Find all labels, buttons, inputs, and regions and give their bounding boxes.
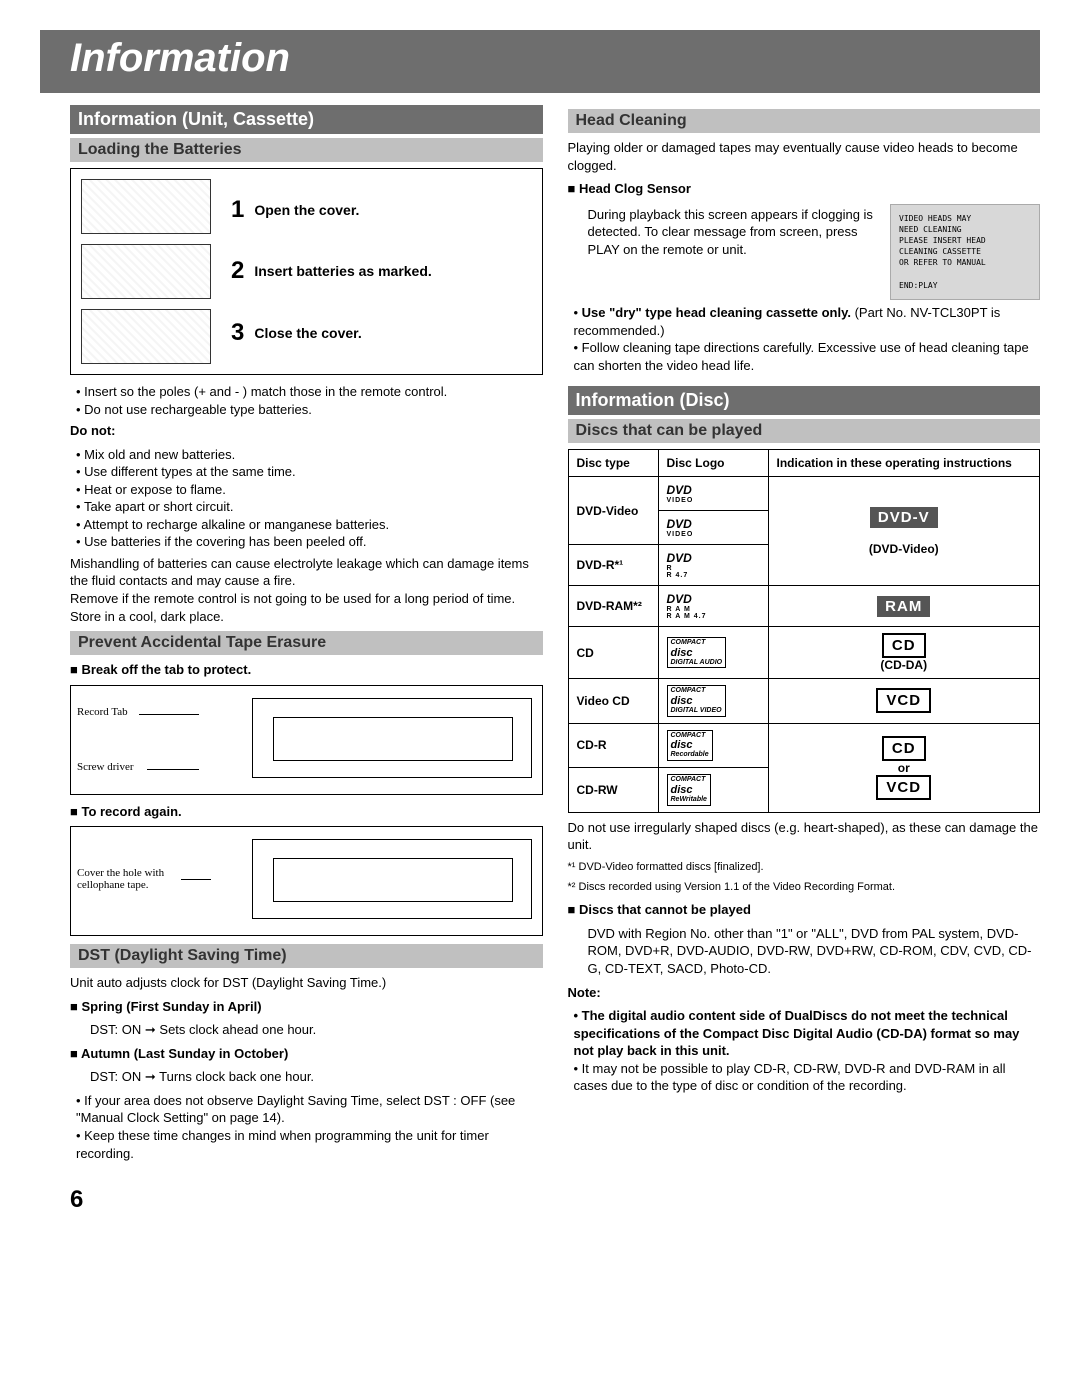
battery-note: Do not use rechargeable type batteries.: [76, 401, 543, 419]
badge-vcd2: VCD: [876, 775, 931, 800]
badge-dvdv-sub: (DVD-Video): [869, 542, 939, 556]
dst-note: Keep these time changes in mind when pro…: [76, 1127, 543, 1162]
battery-notes-list: Insert so the poles (+ and - ) match tho…: [76, 383, 543, 418]
dst-note: If your area does not observe Daylight S…: [76, 1092, 543, 1127]
battery-steps-box: 1 Open the cover. 2 Insert batteries as ma…: [70, 168, 543, 375]
logo-dvd-2: DVDVIDEO: [658, 511, 768, 545]
td-dvd-ram: DVD-RAM*²: [568, 586, 658, 627]
td-dvd-r: DVD-R*¹: [568, 545, 658, 586]
th-indication: Indication in these operating instructio…: [768, 450, 1040, 477]
do-not-item: Take apart or short circuit.: [76, 498, 543, 516]
clog-screen-message: VIDEO HEADS MAY NEED CLEANING PLEASE INS…: [890, 204, 1040, 300]
disc-table: Disc type Disc Logo Indication in these …: [568, 449, 1041, 812]
dst-heading: DST (Daylight Saving Time): [70, 944, 543, 968]
footnote-2: *² Discs recorded using Version 1.1 of t…: [568, 880, 1041, 895]
step-text-2: Insert batteries as marked.: [254, 263, 431, 279]
cassette-illustration-1: Record Tab Screw driver: [70, 685, 543, 795]
to-record-heading: To record again.: [70, 803, 543, 821]
badge-dvdv: DVD-V: [870, 507, 938, 528]
section-info-disc: Information (Disc): [568, 386, 1041, 415]
battery-illustration-1: [81, 179, 211, 234]
clog-sensor-heading: Head Clog Sensor: [568, 180, 1041, 198]
logo-dvd-r: DVDRR 4.7: [658, 545, 768, 586]
page-number: 6: [70, 1186, 1040, 1214]
td-dvd-video: DVD-Video: [568, 477, 658, 545]
badge-cd: CD: [882, 633, 926, 658]
break-off-heading: Break off the tab to protect.: [70, 661, 543, 679]
mishandling-text: Mishandling of batteries can cause elect…: [70, 555, 543, 625]
cellophane-label: Cover the hole with cellophane tape.: [77, 867, 177, 891]
prevent-erasure-heading: Prevent Accidental Tape Erasure: [70, 631, 543, 655]
do-not-list: Mix old and new batteries. Use different…: [76, 446, 543, 551]
logo-cdr: COMPACTdiscRecordable: [658, 723, 768, 767]
autumn-heading: Autumn (Last Sunday in October): [70, 1045, 543, 1063]
logo-dvd-1: DVDVIDEO: [658, 477, 768, 511]
badge-cd-sub: (CD-DA): [880, 658, 927, 672]
do-not-item: Use different types at the same time.: [76, 463, 543, 481]
spring-text: DST: ON ➞ Sets clock ahead one hour.: [90, 1021, 543, 1039]
irregular-discs-note: Do not use irregularly shaped discs (e.g…: [568, 819, 1041, 854]
badge-dvdv-cell: DVD-V (DVD-Video): [768, 477, 1040, 586]
badge-vcd: VCD: [876, 688, 931, 713]
badge-cdr-cell: CD or VCD: [768, 723, 1040, 812]
step-text-1: Open the cover.: [254, 202, 359, 218]
do-not-label: Do not:: [70, 422, 543, 440]
battery-illustration-2: [81, 244, 211, 299]
logo-vcd: COMPACTdiscDIGITAL VIDEO: [658, 679, 768, 723]
head-clean-intro: Playing older or damaged tapes may event…: [568, 139, 1041, 174]
badge-cd2: CD: [882, 736, 926, 761]
footnote-1: *¹ DVD-Video formatted discs [finalized]…: [568, 860, 1041, 875]
do-not-item: Heat or expose to flame.: [76, 481, 543, 499]
section-unit-cassette: Information (Unit, Cassette): [70, 105, 543, 134]
do-not-item: Use batteries if the covering has been p…: [76, 533, 543, 551]
note-2: It may not be possible to play CD-R, CD-…: [574, 1060, 1041, 1095]
do-not-item: Mix old and new batteries.: [76, 446, 543, 464]
badge-vcd-cell: VCD: [768, 679, 1040, 723]
td-cd: CD: [568, 627, 658, 679]
th-disc-type: Disc type: [568, 450, 658, 477]
screwdriver-label: Screw driver: [77, 761, 134, 773]
note-1: The digital audio content side of DualDi…: [574, 1007, 1041, 1060]
battery-note: Insert so the poles (+ and - ) match tho…: [76, 383, 543, 401]
logo-dvd-ram: DVDR A MR A M 4.7: [658, 586, 768, 627]
logo-cd: COMPACTdiscDIGITAL AUDIO: [658, 627, 768, 679]
step-num-2: 2: [231, 257, 244, 285]
autumn-text: DST: ON ➞ Turns clock back one hour.: [90, 1068, 543, 1086]
badge-ram-cell: RAM: [768, 586, 1040, 627]
clog-note: Follow cleaning tape directions carefull…: [574, 339, 1041, 374]
head-cleaning-heading: Head Cleaning: [568, 109, 1041, 133]
step-num-1: 1: [231, 196, 244, 224]
dst-intro: Unit auto adjusts clock for DST (Dayligh…: [70, 974, 543, 992]
do-not-item: Attempt to recharge alkaline or manganes…: [76, 516, 543, 534]
step-num-3: 3: [231, 319, 244, 347]
th-disc-logo: Disc Logo: [658, 450, 768, 477]
td-cdrw: CD-RW: [568, 768, 658, 812]
clog-note: Use "dry" type head cleaning cassette on…: [574, 304, 1041, 339]
page-title-bar: Information: [40, 30, 1040, 93]
discs-played-heading: Discs that can be played: [568, 419, 1041, 443]
spring-heading: Spring (First Sunday in April): [70, 998, 543, 1016]
note-label: Note:: [568, 984, 1041, 1002]
badge-ram: RAM: [877, 596, 930, 617]
clog-notes-list: Use "dry" type head cleaning cassette on…: [574, 304, 1041, 374]
record-tab-label: Record Tab: [77, 706, 128, 718]
step-text-3: Close the cover.: [254, 325, 361, 341]
cassette-illustration-2: Cover the hole with cellophane tape.: [70, 826, 543, 936]
loading-batteries-heading: Loading the Batteries: [70, 138, 543, 162]
td-cdr: CD-R: [568, 723, 658, 767]
logo-cdrw: COMPACTdiscReWritable: [658, 768, 768, 812]
page-title: Information: [70, 36, 1040, 81]
badge-cd-cell: CD (CD-DA): [768, 627, 1040, 679]
final-notes: The digital audio content side of DualDi…: [574, 1007, 1041, 1095]
td-vcd: Video CD: [568, 679, 658, 723]
or-label: or: [898, 761, 910, 775]
right-column: Head Cleaning Playing older or damaged t…: [568, 105, 1041, 1166]
battery-illustration-3: [81, 309, 211, 364]
cannot-play-heading: Discs that cannot be played: [568, 901, 1041, 919]
cannot-play-text: DVD with Region No. other than "1" or "A…: [588, 925, 1041, 978]
dst-notes-list: If your area does not observe Daylight S…: [76, 1092, 543, 1162]
left-column: Information (Unit, Cassette) Loading the…: [70, 105, 543, 1166]
